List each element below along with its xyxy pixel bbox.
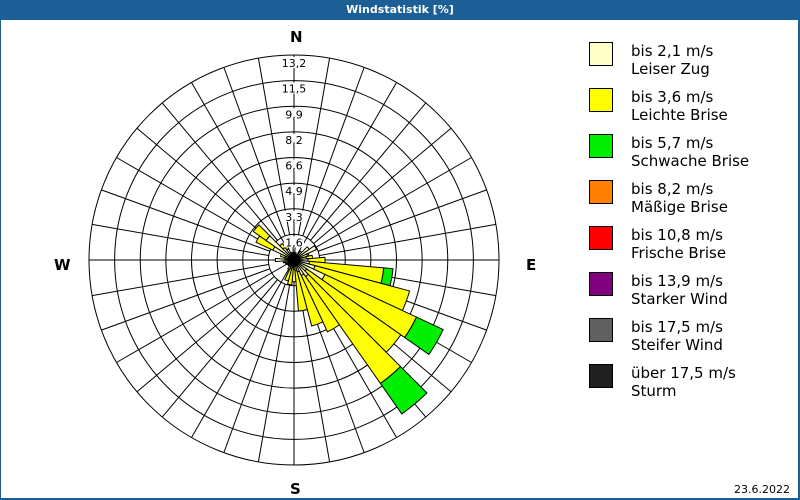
legend-text: über 17,5 m/s Sturm bbox=[631, 364, 736, 400]
legend-swatch bbox=[589, 226, 613, 250]
window-title: Windstatistik [%] bbox=[0, 0, 800, 20]
legend-swatch bbox=[589, 180, 613, 204]
legend-text: bis 17,5 m/s Steifer Wind bbox=[631, 318, 723, 354]
legend-text: bis 10,8 m/s Frische Brise bbox=[631, 226, 727, 262]
legend-text: bis 13,9 m/s Starker Wind bbox=[631, 272, 728, 308]
legend-swatch bbox=[589, 318, 613, 342]
svg-text:1,6: 1,6 bbox=[285, 236, 303, 249]
compass-east: E bbox=[526, 256, 537, 274]
legend-text: bis 8,2 m/s Mäßige Brise bbox=[631, 180, 728, 216]
legend-swatch bbox=[589, 42, 613, 66]
compass-south: S bbox=[290, 480, 301, 498]
legend-swatch bbox=[589, 364, 613, 388]
legend-swatch bbox=[589, 272, 613, 296]
chart-panel bbox=[1, 20, 798, 498]
date-label: 23.6.2022 bbox=[734, 483, 790, 496]
compass-west: W bbox=[54, 256, 71, 274]
svg-text:3,3: 3,3 bbox=[285, 211, 303, 224]
legend-text: bis 2,1 m/s Leiser Zug bbox=[631, 42, 714, 78]
legend-swatch bbox=[589, 88, 613, 112]
compass-north: N bbox=[290, 28, 303, 46]
svg-text:8,2: 8,2 bbox=[285, 134, 303, 147]
legend-text: bis 3,6 m/s Leichte Brise bbox=[631, 88, 728, 124]
legend-swatch bbox=[589, 134, 613, 158]
svg-text:13,2: 13,2 bbox=[282, 57, 307, 70]
svg-text:4,9: 4,9 bbox=[285, 185, 303, 198]
svg-text:6,6: 6,6 bbox=[285, 160, 303, 173]
svg-text:9,9: 9,9 bbox=[285, 108, 303, 121]
svg-text:11,5: 11,5 bbox=[282, 83, 307, 96]
legend-text: bis 5,7 m/s Schwache Brise bbox=[631, 134, 750, 170]
